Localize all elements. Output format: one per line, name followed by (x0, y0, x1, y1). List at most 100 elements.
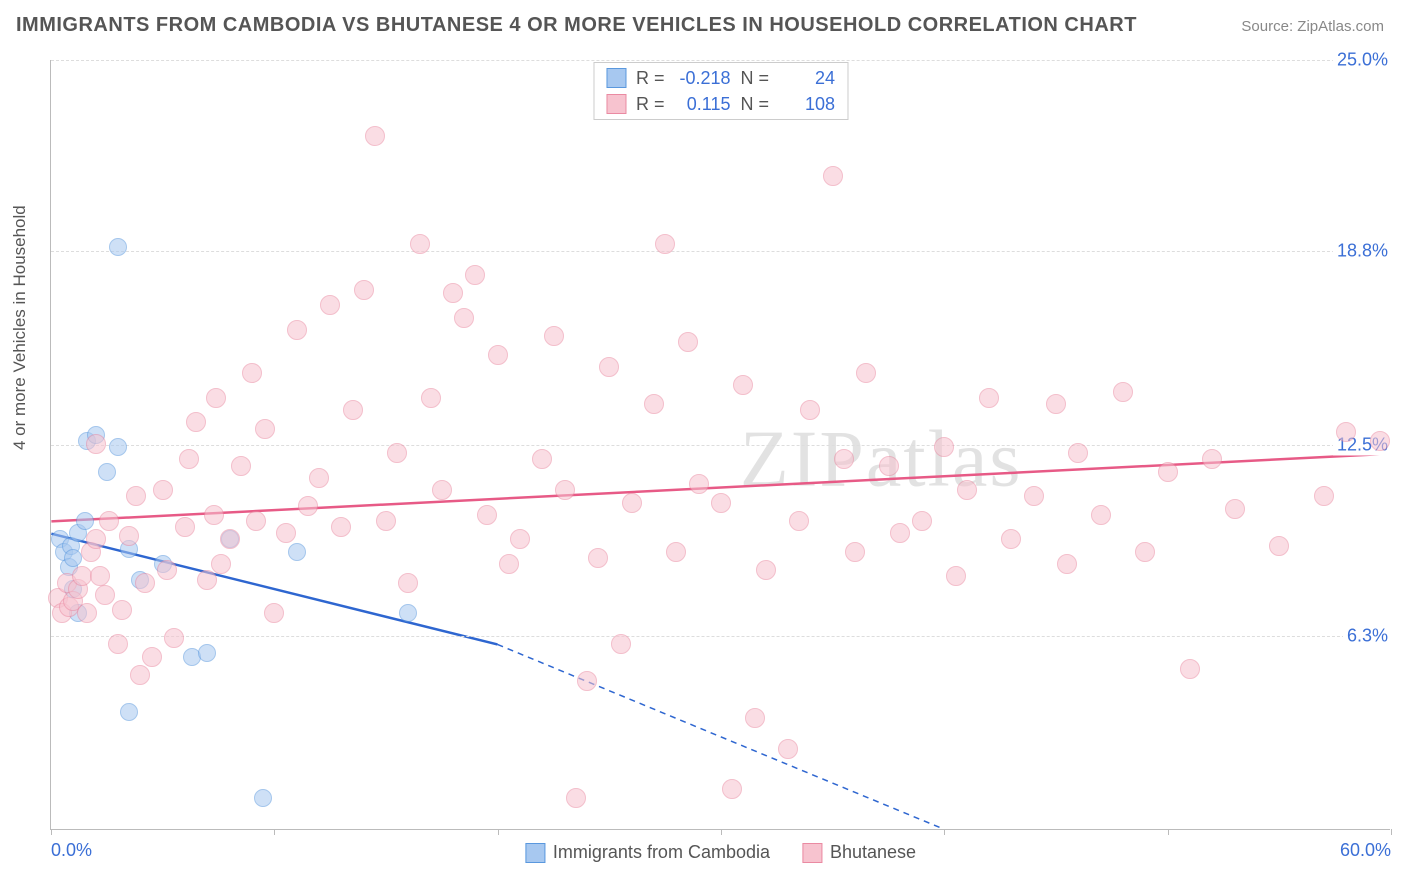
cambodia-point (120, 703, 138, 721)
legend-swatch (802, 843, 822, 863)
bhutanese-point (90, 566, 110, 586)
bhutanese-point (220, 529, 240, 549)
xtick (274, 829, 275, 835)
bhutanese-point (1113, 382, 1133, 402)
bhutanese-point (644, 394, 664, 414)
bhutanese-point (242, 363, 262, 383)
bhutanese-point (130, 665, 150, 685)
bhutanese-point (1158, 462, 1178, 482)
bhutanese-point (175, 517, 195, 537)
r-value: -0.218 (675, 68, 731, 89)
bhutanese-point (354, 280, 374, 300)
bhutanese-point (789, 511, 809, 531)
bhutanese-point (800, 400, 820, 420)
source-attribution: Source: ZipAtlas.com (1241, 18, 1384, 35)
bhutanese-point (206, 388, 226, 408)
bhutanese-point (465, 265, 485, 285)
xtick (721, 829, 722, 835)
bhutanese-point (655, 234, 675, 254)
bhutanese-point (443, 283, 463, 303)
plot-area: ZIPatlas R =-0.218N =24R =0.115N =108 Im… (50, 60, 1390, 830)
bhutanese-point (934, 437, 954, 457)
xtick (944, 829, 945, 835)
bhutanese-point (1336, 422, 1356, 442)
gridline (51, 251, 1390, 252)
ytick-label: 6.3% (1343, 625, 1392, 646)
cambodia-point (109, 238, 127, 256)
cambodia-point (198, 644, 216, 662)
bhutanese-point (711, 493, 731, 513)
r-value: 0.115 (675, 94, 731, 115)
bhutanese-point (823, 166, 843, 186)
bhutanese-point (1091, 505, 1111, 525)
bhutanese-point (957, 480, 977, 500)
bhutanese-point (1269, 536, 1289, 556)
bhutanese-point (387, 443, 407, 463)
bhutanese-point (477, 505, 497, 525)
bhutanese-point (778, 739, 798, 759)
bhutanese-point (1202, 449, 1222, 469)
source-label: Source: (1241, 18, 1293, 35)
correlation-legend-row-cambodia: R = -0.218 N = 24 (598, 65, 843, 91)
chart-title: IMMIGRANTS FROM CAMBODIA VS BHUTANESE 4 … (16, 14, 1137, 37)
bhutanese-point (99, 511, 119, 531)
bhutanese-point (622, 493, 642, 513)
bhutanese-point (946, 566, 966, 586)
bhutanese-point (454, 308, 474, 328)
gridline (51, 636, 1390, 637)
gridline (51, 445, 1390, 446)
xtick (498, 829, 499, 835)
correlation-legend-row-bhutanese: R =0.115N =108 (598, 91, 843, 117)
bhutanese-point (611, 634, 631, 654)
series-legend-item-cambodia: Immigrants from Cambodia (525, 842, 770, 863)
bhutanese-point (566, 788, 586, 808)
correlation-legend: R =-0.218N =24R =0.115N =108 (593, 62, 848, 120)
n-label: N = (741, 68, 770, 89)
bhutanese-point (555, 480, 575, 500)
bhutanese-point (1068, 443, 1088, 463)
r-label: R = (636, 68, 665, 89)
gridline (51, 60, 1390, 61)
bhutanese-point (287, 320, 307, 340)
n-value: 24 (779, 68, 835, 89)
bhutanese-point (343, 400, 363, 420)
bhutanese-point (246, 511, 266, 531)
r-label: R = (636, 94, 665, 115)
bhutanese-point (577, 671, 597, 691)
xtick-label: 0.0% (51, 840, 92, 861)
bhutanese-point (432, 480, 452, 500)
bhutanese-point (86, 434, 106, 454)
bhutanese-point (499, 554, 519, 574)
ytick-label: 18.8% (1333, 240, 1392, 261)
bhutanese-point (186, 412, 206, 432)
bhutanese-point (1225, 499, 1245, 519)
bhutanese-point (108, 634, 128, 654)
bhutanese-point (678, 332, 698, 352)
bhutanese-point (834, 449, 854, 469)
ytick-label: 25.0% (1333, 50, 1392, 71)
bhutanese-point (204, 505, 224, 525)
cambodia-point (399, 604, 417, 622)
source-link[interactable]: ZipAtlas.com (1297, 18, 1384, 35)
legend-swatch (606, 68, 626, 88)
bhutanese-point (320, 295, 340, 315)
bhutanese-point (142, 647, 162, 667)
bhutanese-point (410, 234, 430, 254)
bhutanese-point (1314, 486, 1334, 506)
bhutanese-point (398, 573, 418, 593)
bhutanese-point (211, 554, 231, 574)
bhutanese-point (733, 375, 753, 395)
bhutanese-point (722, 779, 742, 799)
bhutanese-point (599, 357, 619, 377)
bhutanese-point (890, 523, 910, 543)
bhutanese-point (912, 511, 932, 531)
bhutanese-point (126, 486, 146, 506)
bhutanese-point (745, 708, 765, 728)
bhutanese-point (488, 345, 508, 365)
bhutanese-point (979, 388, 999, 408)
bhutanese-point (86, 529, 106, 549)
bhutanese-point (365, 126, 385, 146)
bhutanese-point (153, 480, 173, 500)
n-value: 108 (779, 94, 835, 115)
bhutanese-point (879, 456, 899, 476)
